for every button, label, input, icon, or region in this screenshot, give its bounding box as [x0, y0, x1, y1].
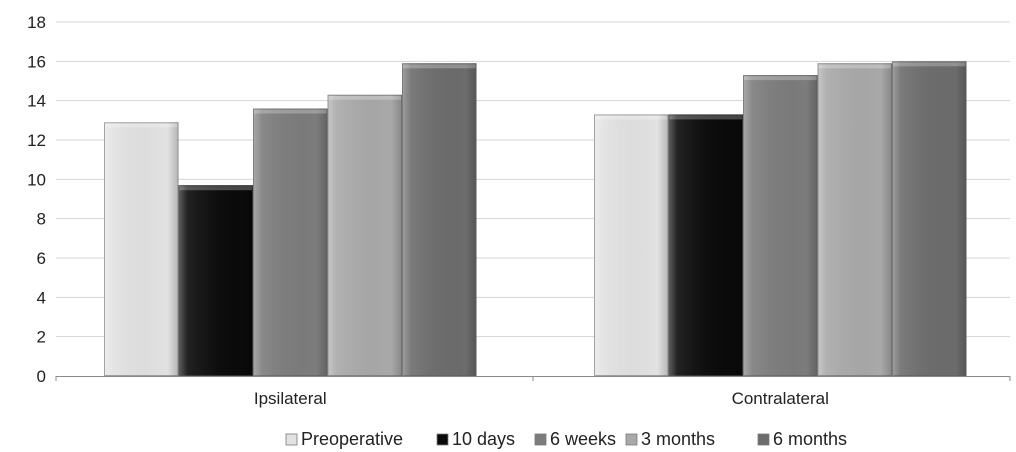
- legend-label: 10 days: [452, 429, 515, 449]
- bar-outline: [402, 63, 477, 377]
- bar-outline: [327, 94, 402, 377]
- legend-label: 6 months: [773, 429, 847, 449]
- legend: Preoperative 10 days 6 weeks 3 months 6 mont…: [285, 429, 847, 449]
- bar-top-bevel: [254, 109, 327, 114]
- bar-top-bevel: [595, 115, 668, 120]
- legend-swatch: [757, 433, 770, 446]
- legend-label: Preoperative: [301, 429, 403, 449]
- y-tick-label: 0: [37, 367, 46, 386]
- y-tick-label: 6: [37, 249, 46, 268]
- y-tick-label: 12: [27, 131, 46, 150]
- bar-outline: [892, 61, 967, 376]
- bar-top-bevel: [179, 186, 252, 191]
- x-axis: [55, 376, 1011, 381]
- bar-outline: [253, 108, 328, 377]
- bar-shading: [178, 185, 253, 376]
- y-tick-label: 10: [27, 170, 46, 189]
- legend-swatch: [625, 433, 638, 446]
- bar-shading: [892, 61, 967, 376]
- legend-swatch: [534, 433, 547, 446]
- bar-top-bevel: [744, 76, 817, 81]
- category-label: Contralateral: [732, 389, 829, 408]
- y-tick-label: 16: [27, 52, 46, 71]
- y-tick-label: 2: [37, 328, 46, 347]
- bar-outline: [178, 185, 253, 376]
- y-tick-label: 14: [27, 92, 46, 111]
- bar-shading: [817, 63, 892, 377]
- y-axis-ticks: 0 2 4 6 8 10 12 14 16 18: [27, 13, 46, 386]
- legend-label: 6 weeks: [550, 429, 616, 449]
- bar-outline: [594, 114, 669, 377]
- bar-shading: [327, 94, 402, 377]
- bar-top-bevel: [893, 62, 966, 67]
- category-label: Ipsilateral: [254, 389, 327, 408]
- bar-outline: [668, 114, 743, 377]
- legend-swatch: [285, 433, 298, 446]
- bars: [104, 61, 967, 377]
- bar-top-bevel: [403, 64, 476, 69]
- bar-outline: [817, 63, 892, 377]
- legend-label: 3 months: [641, 429, 715, 449]
- bar-shading: [253, 108, 328, 377]
- bar-top-bevel: [105, 123, 178, 128]
- bar-top-bevel: [328, 95, 401, 100]
- bar-top-bevel: [818, 64, 891, 69]
- bar-outline: [104, 122, 179, 376]
- y-tick-label: 18: [27, 13, 46, 32]
- bar-shading: [402, 63, 477, 377]
- bar-outline: [743, 75, 818, 376]
- bar-top-bevel: [669, 115, 742, 120]
- bar-shading: [743, 75, 818, 376]
- bar-shading: [104, 122, 179, 376]
- bar-shading: [668, 114, 743, 376]
- y-tick-label: 4: [37, 288, 46, 307]
- y-tick-label: 8: [37, 210, 46, 229]
- category-labels: Ipsilateral Contralateral: [254, 389, 829, 408]
- legend-swatch: [436, 433, 449, 446]
- bar-shading: [594, 114, 669, 376]
